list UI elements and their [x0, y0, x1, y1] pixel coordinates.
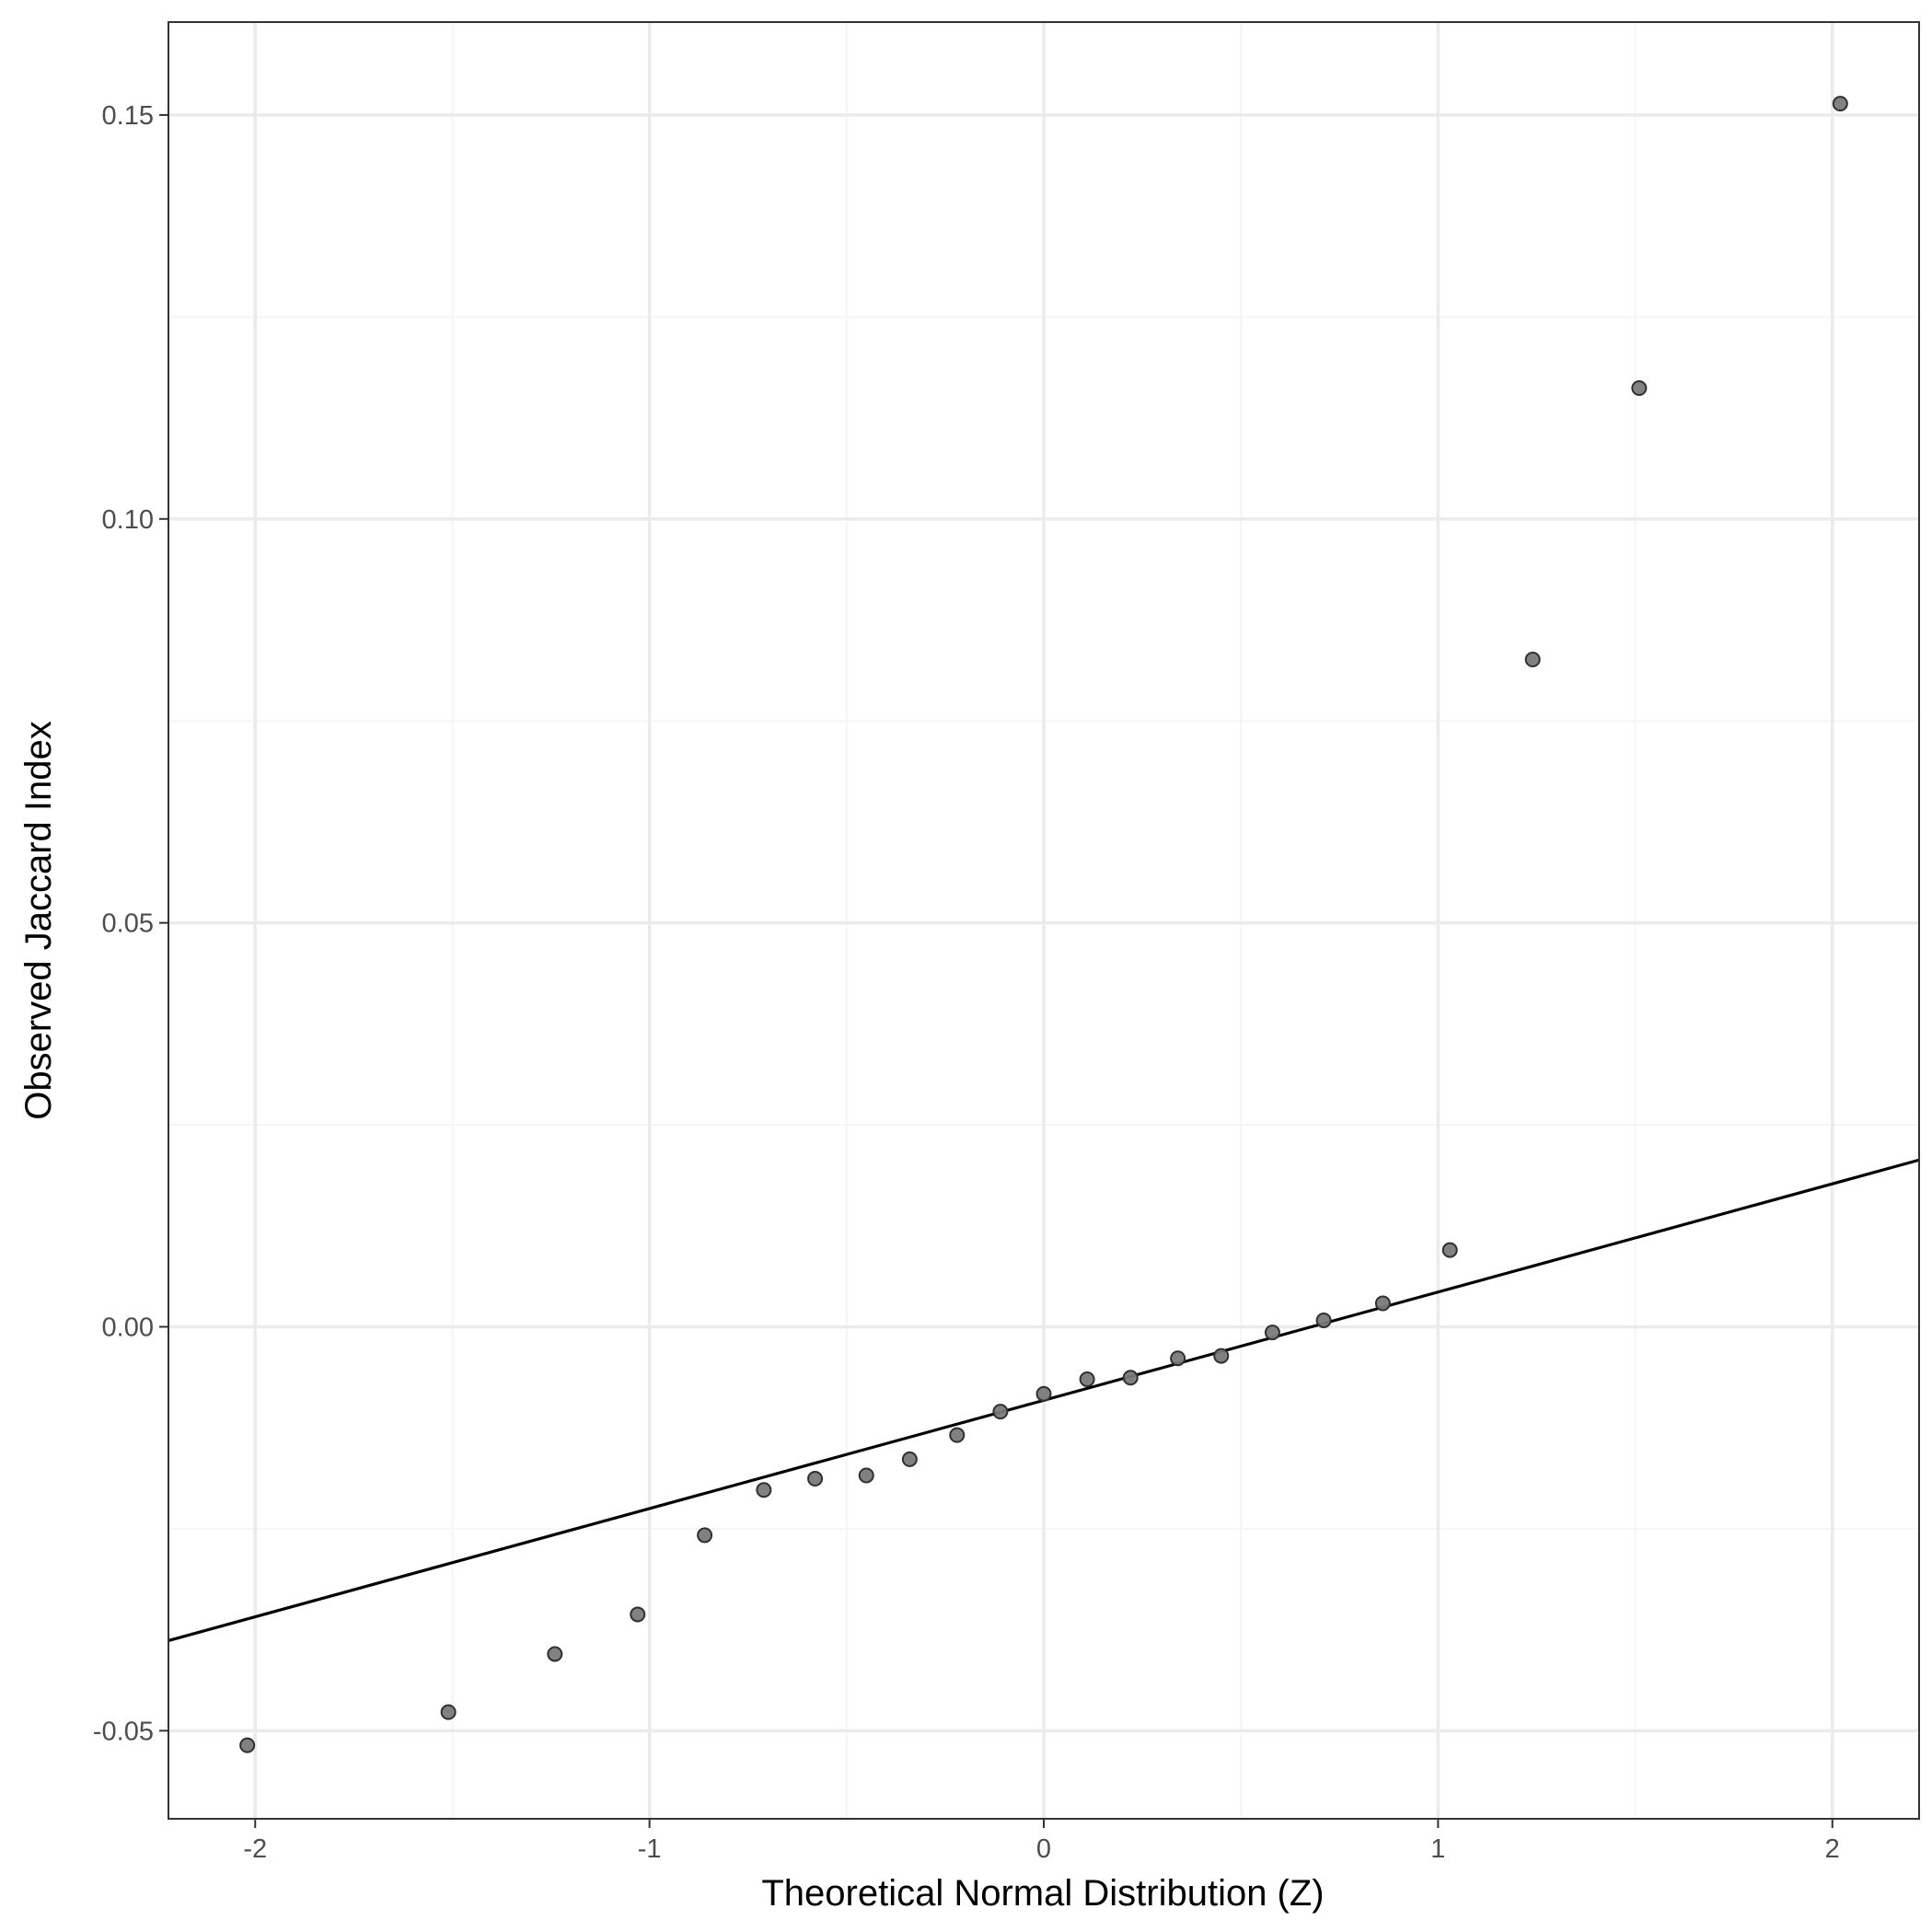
- data-point: [1832, 96, 1848, 112]
- data-point: [807, 1470, 824, 1487]
- data-point: [949, 1427, 966, 1443]
- data-point: [1170, 1350, 1186, 1367]
- y-axis-ticks: -0.05 0.00 0.05 0.10 0.15: [93, 101, 168, 1746]
- y-axis-title: Observed Jaccard Index: [18, 721, 59, 1120]
- data-point: [1315, 1312, 1332, 1328]
- x-tick-label: -2: [243, 1834, 267, 1864]
- data-point: [1035, 1385, 1052, 1402]
- y-tick-label: -0.05: [93, 1717, 154, 1746]
- x-tick-label: 2: [1825, 1834, 1840, 1864]
- data-point: [1631, 380, 1648, 397]
- x-axis-title: Theoretical Normal Distribution (Z): [761, 1873, 1324, 1914]
- x-axis-ticks: -2 -1 0 1 2: [243, 1819, 1840, 1864]
- data-point: [697, 1527, 713, 1544]
- data-point: [547, 1646, 563, 1662]
- data-point: [1374, 1295, 1391, 1312]
- data-point: [440, 1704, 457, 1720]
- major-gridlines: [168, 22, 1919, 1819]
- y-tick-label: 0.00: [102, 1313, 154, 1342]
- data-point: [992, 1404, 1009, 1420]
- y-tick-label: 0.15: [102, 101, 154, 131]
- data-point: [1213, 1348, 1230, 1364]
- data-point: [858, 1467, 874, 1484]
- data-point: [1122, 1370, 1139, 1386]
- data-point: [1441, 1242, 1458, 1258]
- x-tick-label: 1: [1430, 1834, 1445, 1864]
- y-tick-label: 0.05: [102, 909, 154, 939]
- data-point: [1524, 652, 1541, 668]
- data-point: [901, 1451, 918, 1467]
- data-points: [239, 96, 1848, 1753]
- x-tick-label: -1: [638, 1834, 662, 1864]
- data-point: [630, 1606, 646, 1623]
- y-tick-label: 0.10: [102, 505, 154, 535]
- data-point: [1264, 1325, 1280, 1341]
- data-point: [1079, 1371, 1095, 1388]
- data-point: [756, 1482, 772, 1498]
- x-tick-label: 0: [1036, 1834, 1051, 1864]
- data-point: [239, 1737, 256, 1753]
